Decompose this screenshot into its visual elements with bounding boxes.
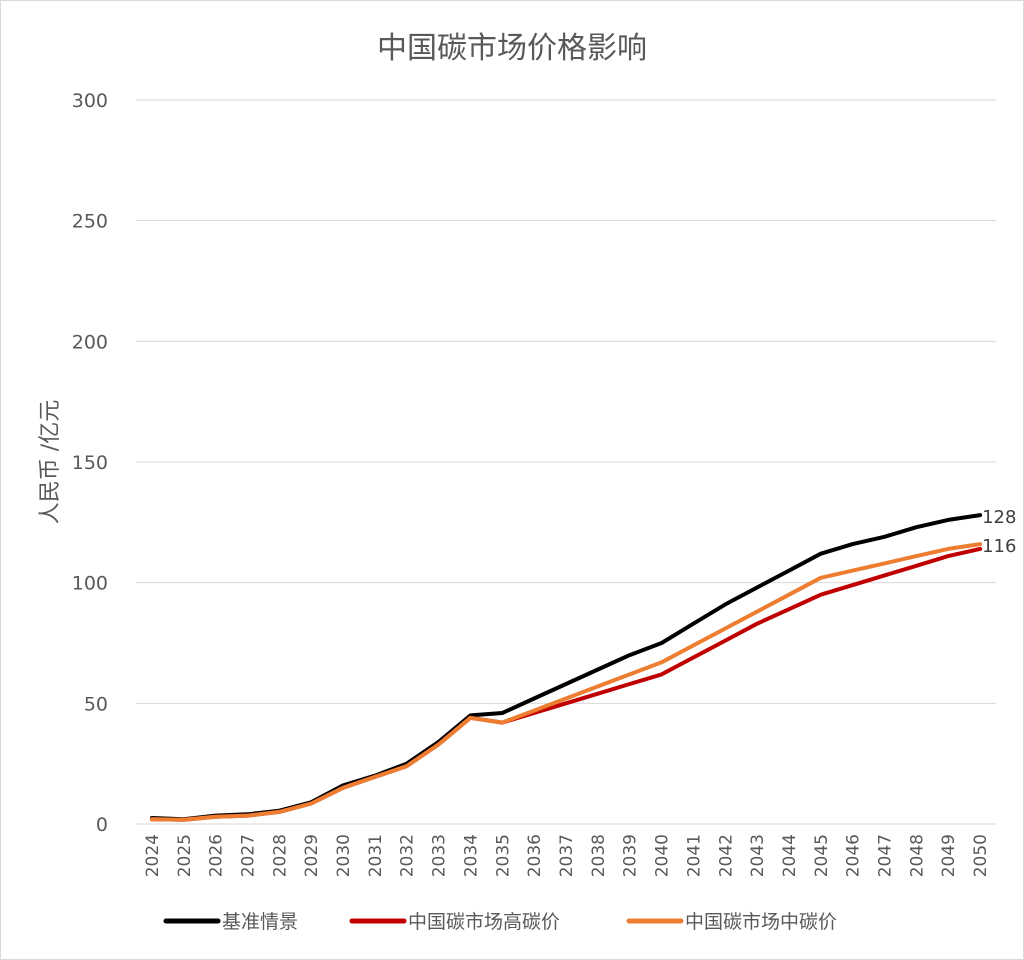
- x-tick-label: 2024: [143, 834, 163, 877]
- data-label-1: 128: [982, 507, 1016, 528]
- x-tick-label: 2030: [334, 834, 354, 877]
- gridlines: [136, 99, 996, 825]
- y-tick-label: 250: [72, 211, 108, 233]
- legend[interactable]: 基准情景 中国碳市场高碳价 中国碳市场中碳价: [163, 911, 837, 933]
- x-tick-label: 2041: [684, 834, 704, 877]
- x-tick-label: 2031: [366, 834, 386, 877]
- x-tick-label: 2035: [493, 834, 513, 877]
- legend-item-1[interactable]: 基准情景: [163, 911, 298, 933]
- x-tick-label: 2046: [844, 834, 864, 877]
- y-tick-label: 300: [72, 90, 108, 112]
- x-tick-label: 2027: [238, 834, 258, 877]
- x-tick-label: 2026: [207, 834, 227, 877]
- legend-label: 中国碳市场中碳价: [685, 911, 837, 933]
- x-tick-label: 2025: [175, 834, 195, 877]
- x-tick-label: 2029: [302, 834, 322, 877]
- x-tick-label: 2047: [876, 834, 896, 877]
- x-tick-label: 2040: [653, 834, 673, 877]
- legend-item-3[interactable]: 中国碳市场中碳价: [626, 911, 837, 933]
- data-label-3: 116: [982, 536, 1016, 557]
- x-tick-label: 2033: [430, 834, 450, 877]
- x-tick-label: 2043: [748, 834, 768, 877]
- y-tick-label: 50: [84, 693, 108, 715]
- x-tick-label: 2034: [461, 834, 481, 877]
- x-tick-label: 2050: [971, 834, 991, 877]
- x-tick-label: 2028: [270, 834, 290, 877]
- series-line-3: [149, 542, 983, 822]
- series-lines: [149, 513, 983, 822]
- y-tick-label: 200: [72, 331, 108, 353]
- y-tick-label: 0: [96, 814, 108, 836]
- legend-item-2[interactable]: 中国碳市场高碳价: [349, 911, 560, 933]
- y-tick-label: 150: [72, 452, 108, 474]
- series-line-1: [149, 513, 983, 822]
- x-tick-label: 2049: [939, 834, 959, 877]
- x-tick-label: 2038: [589, 834, 609, 877]
- chart-title: 中国碳市场价格影响: [377, 31, 647, 66]
- x-tick-label: 2037: [557, 834, 577, 877]
- legend-label: 中国碳市场高碳价: [408, 911, 560, 933]
- y-axis-ticks: 0 50 100 150 200 250 300: [72, 90, 108, 836]
- y-axis-label: 人民币 /亿元: [38, 400, 63, 524]
- x-tick-label: 2042: [716, 834, 736, 877]
- x-tick-label: 2032: [398, 834, 418, 877]
- x-tick-label: 2044: [780, 834, 800, 877]
- x-tick-label: 2036: [525, 834, 545, 877]
- x-axis-ticks: 2024 2025 2026 2027 2028 2029 2030 2031 2032 2033…: [143, 834, 991, 877]
- x-tick-label: 2048: [907, 834, 927, 877]
- x-tick-label: 2045: [812, 834, 832, 877]
- x-tick-label: 2039: [621, 834, 641, 877]
- legend-label: 基准情景: [222, 911, 298, 933]
- y-tick-label: 100: [72, 573, 108, 595]
